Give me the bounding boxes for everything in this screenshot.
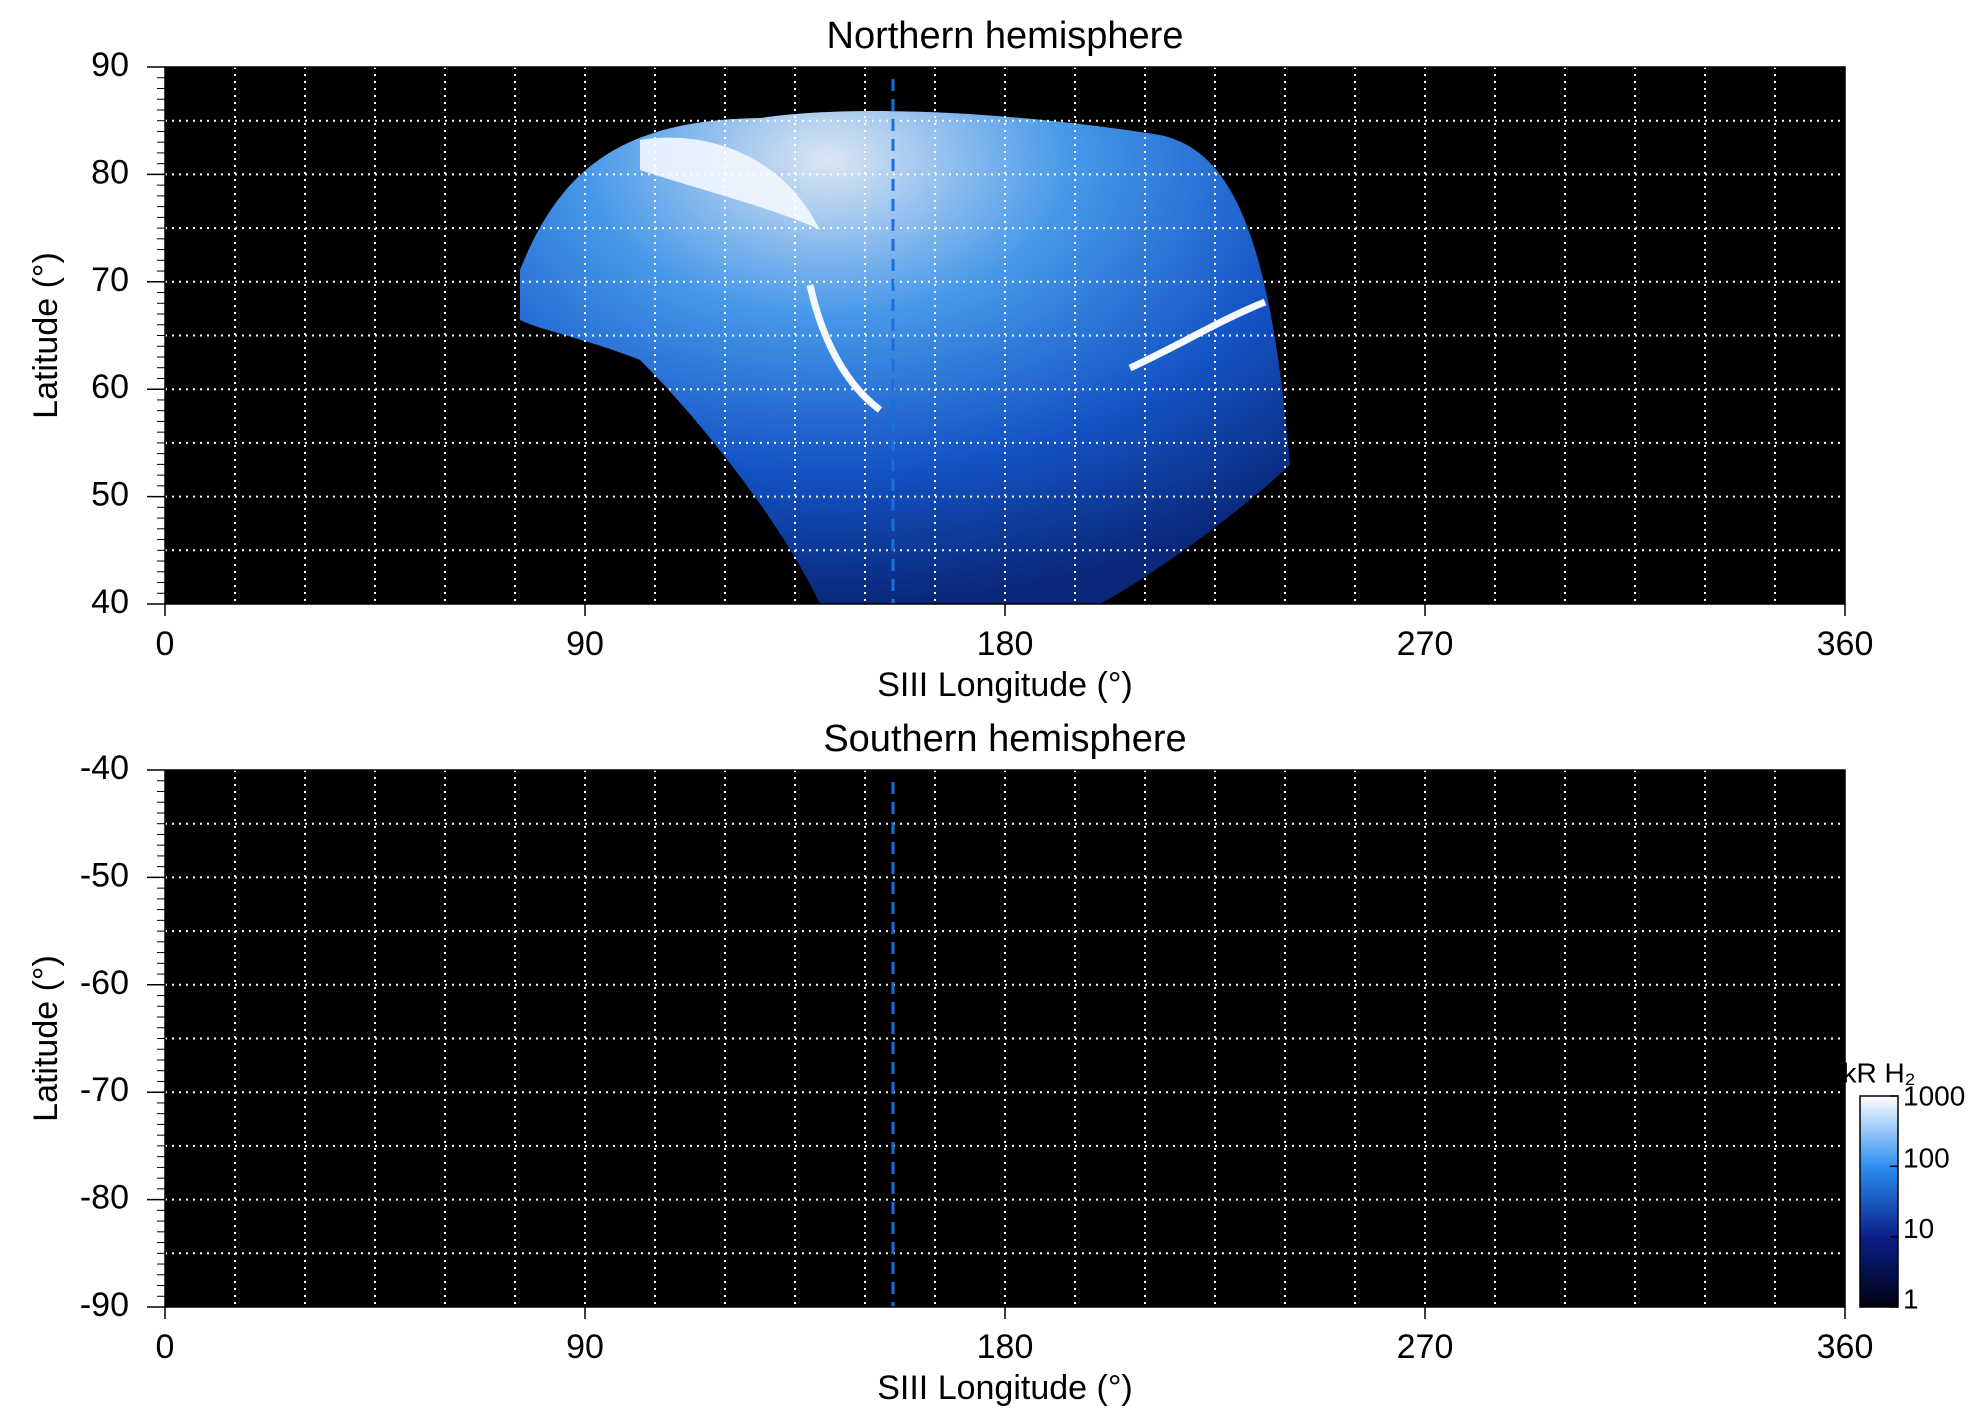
y-axis-label: Latitude (°) [27, 252, 65, 419]
aurora-emission [520, 111, 1290, 604]
x-tick-label: 0 [156, 625, 175, 663]
chart-title: Northern hemisphere [827, 15, 1184, 57]
colorbar-label: kR H₂ [1842, 1057, 1915, 1088]
x-tick-label: 180 [977, 625, 1034, 663]
x-tick-label: 270 [1397, 1328, 1454, 1366]
colorbar [1859, 1095, 1899, 1308]
x-tick-label: 90 [566, 625, 604, 663]
colorbar-tick-label: 1 [1903, 1283, 1919, 1314]
y-tick-label: 50 [91, 476, 129, 514]
y-tick-label: -90 [80, 1286, 129, 1324]
chart-title: Southern hemisphere [823, 718, 1186, 760]
y-tick-label: 80 [91, 153, 129, 191]
aurora-oval [806, 284, 883, 413]
x-axis-label: SIII Longitude (°) [877, 666, 1133, 704]
x-tick-label: 360 [1817, 625, 1874, 663]
colorbar-tick-label: 100 [1903, 1143, 1950, 1174]
colorbar-tick-label: 10 [1903, 1213, 1934, 1244]
y-tick-label: -60 [80, 964, 129, 1002]
aurora-image [520, 111, 1290, 604]
x-tick-label: 360 [1817, 1328, 1874, 1366]
y-tick-label: -80 [80, 1179, 129, 1217]
y-tick-label: 60 [91, 368, 129, 406]
x-tick-label: 270 [1397, 625, 1454, 663]
y-axis-label: Latitude (°) [27, 955, 65, 1122]
aurora-oval [1128, 298, 1267, 372]
aurora-bright [640, 137, 820, 230]
y-tick-label: 70 [91, 261, 129, 299]
x-tick-label: 180 [977, 1328, 1034, 1366]
y-tick-label: 90 [91, 46, 129, 84]
y-tick-label: 40 [91, 583, 129, 621]
y-tick-label: -50 [80, 856, 129, 894]
x-axis-label: SIII Longitude (°) [877, 1369, 1133, 1407]
colorbar-tick-label: 1000 [1903, 1080, 1965, 1111]
x-tick-label: 0 [156, 1328, 175, 1366]
y-tick-label: -70 [80, 1071, 129, 1109]
x-tick-label: 90 [566, 1328, 604, 1366]
y-tick-label: -40 [80, 749, 129, 787]
